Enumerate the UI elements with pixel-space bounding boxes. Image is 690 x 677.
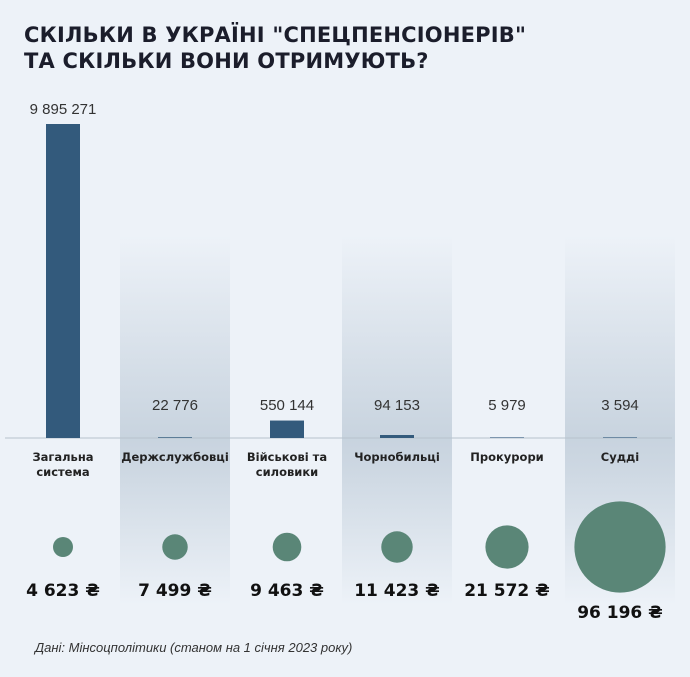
category-label: Чорнобильці [354, 450, 440, 464]
pension-value-label: 11 423 ₴ [354, 581, 440, 601]
title-line: СКІЛЬКИ В УКРАЇНІ "СПЕЦПЕНСІОНЕРІВ" [24, 23, 527, 47]
chart-title: СКІЛЬКИ В УКРАЇНІ "СПЕЦПЕНСІОНЕРІВ" ТА С… [24, 22, 526, 74]
category-label: Держслужбовці [121, 450, 229, 464]
bar-value-label: 3 594 [601, 397, 639, 414]
pension-circle [574, 501, 666, 593]
bar-value-label: 22 776 [152, 397, 198, 414]
pension-value-label: 7 499 ₴ [138, 581, 212, 601]
pension-value-label: 9 463 ₴ [250, 581, 324, 601]
category-label: силовики [256, 465, 318, 479]
category-label: Судді [601, 450, 639, 464]
source-note: Дані: Мінсоцполітики (станом на 1 січня … [35, 640, 353, 655]
pension-circle [162, 534, 188, 560]
bar-value-label: 9 895 271 [30, 101, 97, 118]
pension-circle [485, 525, 529, 569]
pension-value-label: 21 572 ₴ [464, 581, 550, 601]
title-line: ТА СКІЛЬКИ ВОНИ ОТРИМУЮТЬ? [24, 49, 429, 73]
bar [158, 437, 192, 438]
bar [490, 437, 524, 438]
pension-value-label: 4 623 ₴ [26, 581, 100, 601]
bar-value-label: 5 979 [488, 397, 526, 414]
pension-circle [272, 532, 302, 562]
category-label: Прокурори [470, 450, 543, 464]
bar [46, 124, 80, 438]
bar [270, 420, 304, 438]
pension-circle [53, 537, 73, 557]
pension-value-label: 96 196 ₴ [577, 603, 663, 623]
pension-circle [381, 531, 413, 563]
category-label: система [36, 465, 89, 479]
bar-value-label: 550 144 [260, 397, 314, 414]
bar [603, 437, 637, 438]
bar-value-label: 94 153 [374, 397, 420, 414]
bar [380, 435, 414, 438]
category-label: Загальна [32, 450, 93, 464]
category-label: Військові та [247, 450, 327, 464]
